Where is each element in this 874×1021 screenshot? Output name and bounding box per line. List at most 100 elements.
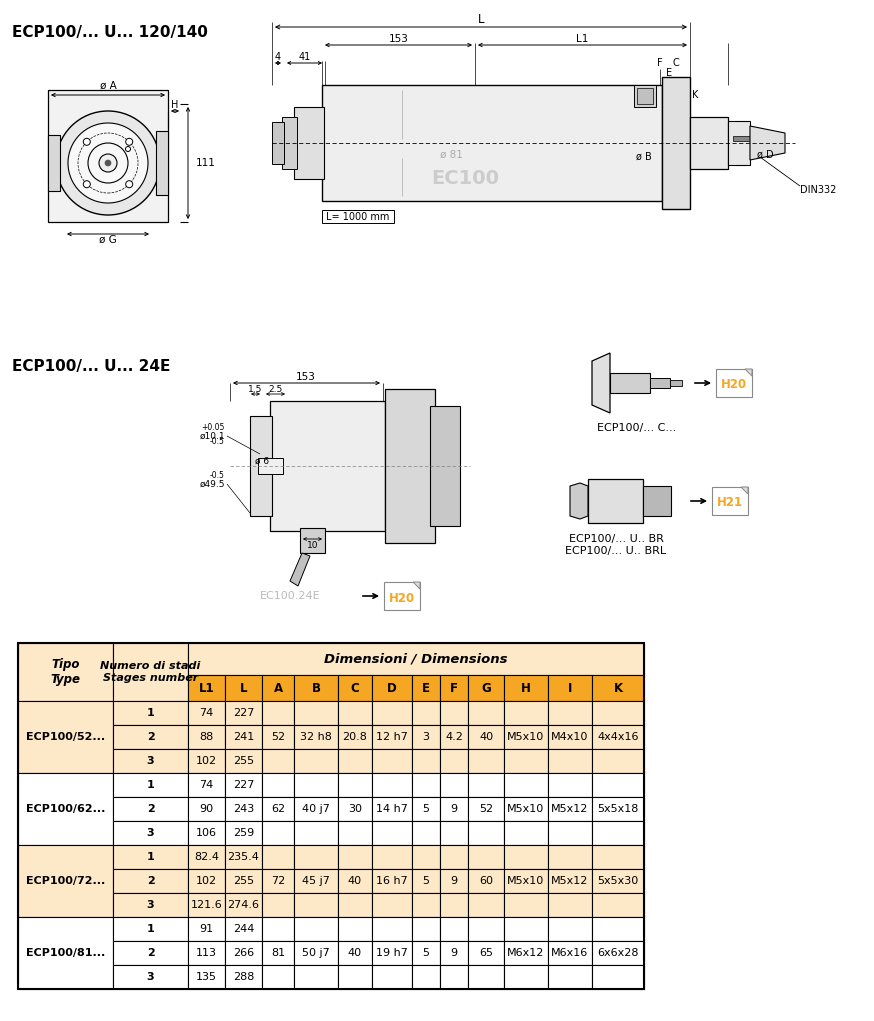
- Text: 1: 1: [147, 852, 155, 862]
- Bar: [225, 725, 262, 749]
- Bar: [412, 869, 440, 893]
- Text: 2: 2: [147, 949, 155, 958]
- Bar: [294, 107, 324, 179]
- Text: 45 j7: 45 j7: [302, 876, 330, 886]
- Text: 9: 9: [450, 949, 458, 958]
- Text: 4.2: 4.2: [445, 732, 463, 742]
- Bar: [18, 773, 113, 845]
- Text: E: E: [666, 68, 672, 78]
- Text: 14 h7: 14 h7: [376, 804, 408, 814]
- Bar: [372, 869, 412, 893]
- Bar: [225, 821, 262, 845]
- Bar: [468, 845, 504, 869]
- Bar: [225, 675, 262, 701]
- Bar: [440, 797, 468, 821]
- Text: 102: 102: [196, 876, 217, 886]
- Bar: [548, 749, 592, 773]
- Bar: [188, 893, 225, 917]
- Text: ø 81: ø 81: [440, 150, 462, 160]
- Bar: [338, 917, 372, 941]
- Bar: [504, 675, 548, 701]
- Bar: [262, 725, 294, 749]
- Text: M5x10: M5x10: [508, 876, 545, 886]
- Bar: [440, 749, 468, 773]
- Text: ø 6: ø 6: [255, 456, 269, 466]
- Text: L: L: [239, 681, 247, 694]
- Bar: [188, 941, 225, 965]
- Bar: [113, 845, 188, 869]
- Bar: [592, 797, 644, 821]
- Bar: [188, 749, 225, 773]
- Bar: [188, 675, 225, 701]
- Text: 135: 135: [196, 972, 217, 982]
- Text: M5x10: M5x10: [508, 732, 545, 742]
- Text: Dimensioni / Dimensions: Dimensioni / Dimensions: [324, 652, 508, 666]
- Text: 16 h7: 16 h7: [376, 876, 408, 886]
- Text: 227: 227: [232, 708, 254, 718]
- Bar: [338, 773, 372, 797]
- Bar: [338, 869, 372, 893]
- Text: D: D: [387, 681, 397, 694]
- Bar: [188, 965, 225, 989]
- Bar: [372, 917, 412, 941]
- Text: M6x16: M6x16: [551, 949, 588, 958]
- Text: ø10.1: ø10.1: [199, 432, 225, 440]
- Circle shape: [88, 143, 128, 183]
- Bar: [440, 917, 468, 941]
- Bar: [468, 941, 504, 965]
- Text: 81: 81: [271, 949, 285, 958]
- Bar: [113, 725, 188, 749]
- Text: 72: 72: [271, 876, 285, 886]
- Bar: [225, 773, 262, 797]
- Bar: [468, 797, 504, 821]
- Bar: [504, 725, 548, 749]
- Bar: [440, 675, 468, 701]
- Bar: [294, 821, 338, 845]
- Text: C: C: [350, 681, 359, 694]
- Text: 19 h7: 19 h7: [376, 949, 408, 958]
- Bar: [300, 528, 325, 553]
- Text: 227: 227: [232, 780, 254, 790]
- Bar: [262, 773, 294, 797]
- Text: 4: 4: [275, 52, 281, 62]
- Bar: [504, 797, 548, 821]
- Polygon shape: [592, 353, 610, 414]
- Bar: [440, 941, 468, 965]
- Bar: [592, 701, 644, 725]
- Text: 3: 3: [147, 900, 155, 910]
- Bar: [338, 725, 372, 749]
- Bar: [338, 749, 372, 773]
- Bar: [322, 85, 662, 201]
- Bar: [294, 845, 338, 869]
- Bar: [372, 773, 412, 797]
- Text: 52: 52: [479, 804, 493, 814]
- Bar: [48, 135, 60, 191]
- Bar: [113, 917, 188, 941]
- Bar: [338, 821, 372, 845]
- Bar: [412, 893, 440, 917]
- Bar: [504, 821, 548, 845]
- Bar: [504, 917, 548, 941]
- Bar: [188, 869, 225, 893]
- Text: L1: L1: [576, 34, 589, 44]
- Text: 40: 40: [348, 876, 362, 886]
- Bar: [504, 701, 548, 725]
- Bar: [372, 893, 412, 917]
- Bar: [372, 845, 412, 869]
- Text: G: G: [481, 681, 491, 694]
- Text: ECP100/72...: ECP100/72...: [26, 876, 105, 886]
- Text: 255: 255: [233, 756, 254, 766]
- Text: 111: 111: [196, 158, 216, 168]
- Bar: [188, 725, 225, 749]
- Bar: [548, 725, 592, 749]
- Bar: [262, 845, 294, 869]
- Circle shape: [126, 181, 133, 188]
- Bar: [372, 797, 412, 821]
- Text: -0.5: -0.5: [210, 438, 225, 446]
- Polygon shape: [750, 126, 785, 160]
- Text: 60: 60: [479, 876, 493, 886]
- Text: ø B: ø B: [636, 152, 652, 162]
- Text: 9: 9: [450, 876, 458, 886]
- Bar: [548, 893, 592, 917]
- Bar: [412, 821, 440, 845]
